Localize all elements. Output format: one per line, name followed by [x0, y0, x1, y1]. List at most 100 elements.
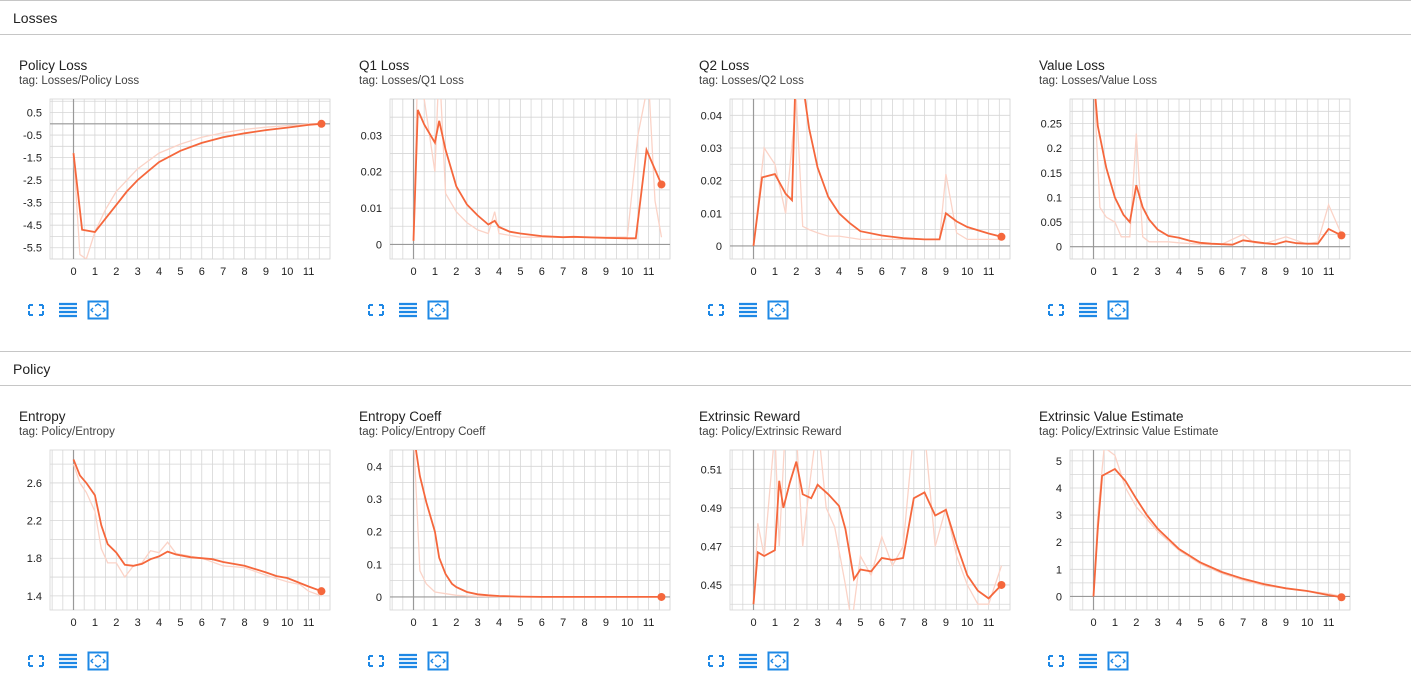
- fullscreen-button[interactable]: [1045, 300, 1067, 320]
- x-tick-label: 6: [879, 617, 885, 629]
- chart-tag: tag: Losses/Value Loss: [1039, 75, 1158, 87]
- chart-title: Entropy: [19, 409, 66, 424]
- smoothed-series-line: [1092, 467, 1342, 599]
- line-chart[interactable]: 0 1 2 3 4 5 6 7 8 9 10 11 0.25 0.2 0.15 0.1 0.05 0: [1020, 91, 1355, 296]
- y-tick-label: 2.6: [27, 478, 42, 490]
- fit-domain-button[interactable]: [1107, 651, 1129, 671]
- toggle-log-scale-button[interactable]: [397, 651, 419, 671]
- fullscreen-button[interactable]: [25, 651, 47, 671]
- fullscreen-icon: [1048, 655, 1064, 667]
- fullscreen-icon: [28, 655, 44, 667]
- fullscreen-button[interactable]: [365, 300, 387, 320]
- chart-grid: [730, 98, 1011, 259]
- y-tick-label: 0.49: [701, 503, 722, 515]
- plot-frame: [729, 98, 1011, 260]
- toggle-log-scale-button[interactable]: [57, 651, 79, 671]
- x-tick-label: 2: [1133, 617, 1139, 629]
- fullscreen-button[interactable]: [25, 300, 47, 320]
- x-tick-label: 7: [560, 266, 566, 278]
- chart-title: Value Loss: [1039, 58, 1105, 73]
- fullscreen-button[interactable]: [1045, 651, 1067, 671]
- fit-domain-button[interactable]: [87, 300, 109, 320]
- chart-grid: [390, 449, 671, 610]
- chart-card: Extrinsic Value Estimate tag: Policy/Extr…: [1020, 387, 1355, 687]
- y-tick-label: -5.5: [23, 243, 42, 255]
- chart-grid: [50, 450, 331, 610]
- x-tick-label: 9: [603, 266, 609, 278]
- x-tick-label: 4: [1176, 617, 1182, 629]
- section-title: Losses: [13, 10, 58, 26]
- section-header-policy[interactable]: Policy: [0, 351, 1411, 386]
- toggle-log-scale-button[interactable]: [57, 300, 79, 320]
- fit-to-data-icon: [767, 651, 789, 671]
- y-tick-label: 0.5: [27, 108, 42, 120]
- line-chart[interactable]: 0 1 2 3 4 5 6 7 8 9 10 11 0.03 0.02 0.01 0: [340, 91, 675, 296]
- toggle-log-scale-button[interactable]: [737, 651, 759, 671]
- y-tick-label: 0.1: [1047, 192, 1062, 204]
- toggle-log-scale-button[interactable]: [397, 300, 419, 320]
- line-chart[interactable]: 0 1 2 3 4 5 6 7 8 9 10 11 0.04 0.03 0.02 0.01 0: [680, 91, 1015, 296]
- line-chart[interactable]: 0 1 2 3 4 5 6 7 8 9 10 11 2.6 2.2 1.8 1.4: [0, 442, 335, 647]
- last-point-marker: [997, 580, 1006, 589]
- fit-domain-button[interactable]: [1107, 300, 1129, 320]
- line-chart[interactable]: 0 1 2 3 4 5 6 7 8 9 10 11 0.51 0.49 0.47 0.45: [680, 442, 1015, 647]
- list-lines-icon: [739, 302, 757, 318]
- fit-to-data-icon: [427, 651, 449, 671]
- fit-domain-button[interactable]: [87, 651, 109, 671]
- x-tick-label: 7: [220, 266, 226, 278]
- chart-title: Extrinsic Value Estimate: [1039, 409, 1184, 424]
- fullscreen-button[interactable]: [705, 300, 727, 320]
- x-tick-label: 0: [750, 617, 756, 629]
- smoothed-series-line: [752, 461, 1003, 605]
- y-tick-label: -1.5: [23, 153, 42, 165]
- line-chart[interactable]: 0 1 2 3 4 5 6 7 8 9 10 11 0.4 0.3 0.2 0.1 0: [340, 442, 675, 647]
- toggle-log-scale-button[interactable]: [737, 300, 759, 320]
- plot-frame: [389, 98, 671, 260]
- x-tick-label: 10: [961, 617, 973, 629]
- chart-card: Entropy Coeff tag: Policy/Entropy Coeff 0 1…: [340, 387, 675, 687]
- y-tick-label: 0.2: [1047, 143, 1062, 155]
- x-tick-label: 8: [921, 617, 927, 629]
- section-header-losses[interactable]: Losses: [0, 0, 1411, 35]
- x-tick-label: 11: [983, 617, 994, 629]
- x-tick-label: 3: [815, 266, 821, 278]
- chart-grid: [50, 99, 331, 260]
- x-tick-label: 7: [900, 617, 906, 629]
- chart-grid: [1070, 450, 1351, 611]
- fit-domain-button[interactable]: [767, 651, 789, 671]
- x-tick-label: 10: [281, 266, 293, 278]
- x-tick-label: 4: [496, 617, 502, 629]
- x-tick-label: 2: [453, 266, 459, 278]
- fit-to-data-icon: [87, 651, 109, 671]
- last-point-marker: [657, 180, 666, 189]
- list-lines-icon: [1079, 302, 1097, 318]
- fit-to-data-icon: [427, 300, 449, 320]
- x-tick-label: 5: [857, 617, 863, 629]
- y-tick-label: 0.25: [1041, 119, 1062, 131]
- x-tick-label: 6: [539, 266, 545, 278]
- y-tick-label: 5: [1056, 456, 1062, 468]
- toggle-log-scale-button[interactable]: [1077, 651, 1099, 671]
- y-tick-label: 0.02: [361, 167, 382, 179]
- fullscreen-button[interactable]: [705, 651, 727, 671]
- fullscreen-icon: [708, 304, 724, 316]
- list-lines-icon: [59, 653, 77, 669]
- fit-to-data-icon: [1107, 300, 1129, 320]
- fullscreen-button[interactable]: [365, 651, 387, 671]
- line-chart[interactable]: 0 1 2 3 4 5 6 7 8 9 10 11 0.5 -0.5 -1.5 -2.5 -3.5 -4.5 -5.…: [0, 91, 335, 296]
- x-tick-label: 2: [793, 617, 799, 629]
- toggle-log-scale-button[interactable]: [1077, 300, 1099, 320]
- y-tick-label: 0: [376, 592, 382, 604]
- x-tick-label: 6: [199, 617, 205, 629]
- fit-domain-button[interactable]: [427, 300, 449, 320]
- fit-domain-button[interactable]: [767, 300, 789, 320]
- y-tick-label: 0.05: [1041, 217, 1062, 229]
- smoothed-series-line: [1094, 99, 1342, 246]
- y-tick-label: 0.01: [701, 208, 722, 220]
- x-tick-label: 1: [1112, 266, 1118, 278]
- x-tick-label: 10: [281, 617, 293, 629]
- y-tick-label: 0.1: [367, 559, 382, 571]
- fit-domain-button[interactable]: [427, 651, 449, 671]
- fit-to-data-icon: [87, 300, 109, 320]
